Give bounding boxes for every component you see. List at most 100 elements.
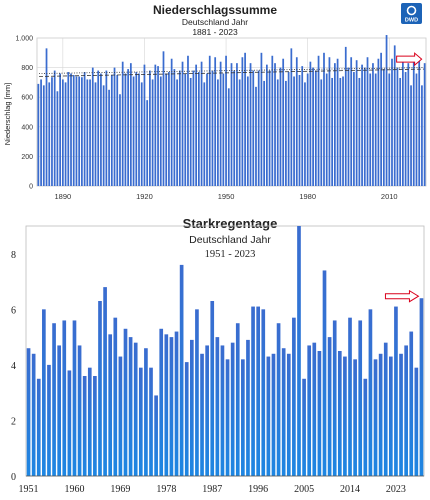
- bottom-bar: [312, 342, 317, 476]
- bottom-bar: [409, 331, 414, 476]
- bottom-bar: [271, 353, 276, 476]
- bottom-bar: [210, 301, 215, 476]
- top-bar: [159, 76, 162, 186]
- top-bar: [252, 70, 255, 186]
- top-bar: [361, 64, 363, 186]
- top-bar: [249, 63, 252, 186]
- bottom-bar: [47, 364, 51, 476]
- top-bar: [124, 73, 127, 186]
- top-bar: [227, 88, 230, 186]
- bottom-bar: [77, 345, 82, 476]
- bottom-bar: [87, 367, 92, 476]
- top-bar: [236, 63, 238, 186]
- bottom-chart: 0 2 4 6 8 1951 1960 1969 1978 1987 1996 2005 2014 202…: [11, 225, 425, 495]
- top-bar: [195, 64, 198, 186]
- bottom-bar: [235, 323, 240, 476]
- top-x-tick-label: 1890: [54, 192, 71, 201]
- bottom-bar: [261, 309, 266, 476]
- top-y-tick-label: 200: [21, 154, 33, 161]
- bottom-bar: [399, 353, 403, 476]
- bottom-bar: [363, 378, 368, 476]
- bottom-bar: [195, 309, 199, 476]
- top-bar: [372, 63, 374, 186]
- top-bar: [238, 79, 241, 186]
- bottom-bar: [317, 351, 322, 476]
- top-bar: [110, 75, 113, 186]
- top-bar: [187, 55, 189, 187]
- swirl-icon: [406, 5, 417, 16]
- bottom-bar: [72, 320, 77, 476]
- bottom-bar: [138, 367, 143, 476]
- top-bar: [48, 82, 51, 186]
- top-bar: [105, 70, 108, 186]
- bottom-bar: [388, 356, 393, 476]
- bottom-x-tick-label: 1996: [248, 484, 268, 495]
- top-bar: [323, 52, 325, 186]
- bottom-y-tick-label: 8: [11, 250, 16, 261]
- top-bar: [108, 89, 110, 186]
- top-bar: [374, 73, 377, 186]
- top-x-tick-label: 1980: [299, 192, 316, 201]
- top-bar: [184, 73, 187, 186]
- bottom-bar: [31, 353, 36, 476]
- bottom-bar: [246, 339, 250, 476]
- bottom-chart-subtitle: Deutschland Jahr: [189, 234, 271, 246]
- top-bar: [75, 76, 78, 186]
- bottom-bar: [67, 370, 72, 476]
- top-bar: [317, 55, 320, 187]
- top-bar: [268, 70, 271, 186]
- top-bar: [423, 63, 426, 186]
- top-bar: [276, 79, 279, 186]
- bottom-bar: [251, 306, 255, 476]
- top-bar: [102, 85, 105, 186]
- top-bar: [260, 52, 263, 186]
- bottom-bar: [297, 226, 301, 476]
- top-bar: [200, 61, 203, 186]
- top-bar: [257, 70, 260, 186]
- top-bar: [301, 66, 304, 186]
- bottom-x-tick-label: 1960: [64, 484, 84, 495]
- top-y-tick-label: 400: [21, 124, 33, 131]
- top-bar: [129, 63, 132, 186]
- bottom-bar: [52, 323, 56, 476]
- top-y-tick-label: 600: [21, 95, 33, 102]
- top-bar: [306, 73, 309, 186]
- bottom-bar: [93, 376, 97, 476]
- bottom-x-tick-label: 2023: [386, 484, 406, 495]
- top-bar: [285, 80, 287, 186]
- top-bar: [116, 75, 119, 186]
- top-bar: [282, 58, 285, 186]
- top-bar: [89, 79, 91, 186]
- top-y-tick-label: 0: [29, 184, 33, 191]
- bottom-bar: [343, 356, 347, 476]
- top-chart-subtitle: Deutschland Jahr: [182, 17, 248, 27]
- bottom-bar: [26, 348, 31, 476]
- top-bar: [350, 57, 353, 186]
- top-bar: [353, 72, 355, 186]
- top-bar: [72, 75, 75, 186]
- top-bar: [293, 76, 295, 186]
- top-bar: [203, 82, 206, 186]
- top-bar: [396, 67, 399, 186]
- top-bar: [233, 70, 236, 186]
- top-bar: [81, 77, 83, 186]
- bottom-bar: [169, 337, 174, 476]
- top-bar: [100, 73, 102, 186]
- top-bar: [168, 72, 170, 186]
- bottom-x-tick-label: 1978: [156, 484, 176, 495]
- bottom-x-tick-label: 2014: [340, 484, 360, 495]
- top-bar: [331, 77, 334, 186]
- top-bar: [214, 57, 217, 186]
- top-bar: [56, 91, 59, 186]
- top-bar: [336, 58, 339, 186]
- top-chart-period: 1881 - 2023: [192, 27, 238, 37]
- dwd-logo: DWD: [401, 3, 422, 24]
- top-bar: [295, 57, 298, 186]
- top-bar: [67, 72, 70, 186]
- bottom-bar: [404, 345, 408, 476]
- top-bar: [377, 58, 380, 186]
- top-bar: [53, 70, 56, 186]
- top-bar: [94, 82, 97, 186]
- bottom-bar: [332, 320, 337, 476]
- top-bar: [217, 79, 219, 186]
